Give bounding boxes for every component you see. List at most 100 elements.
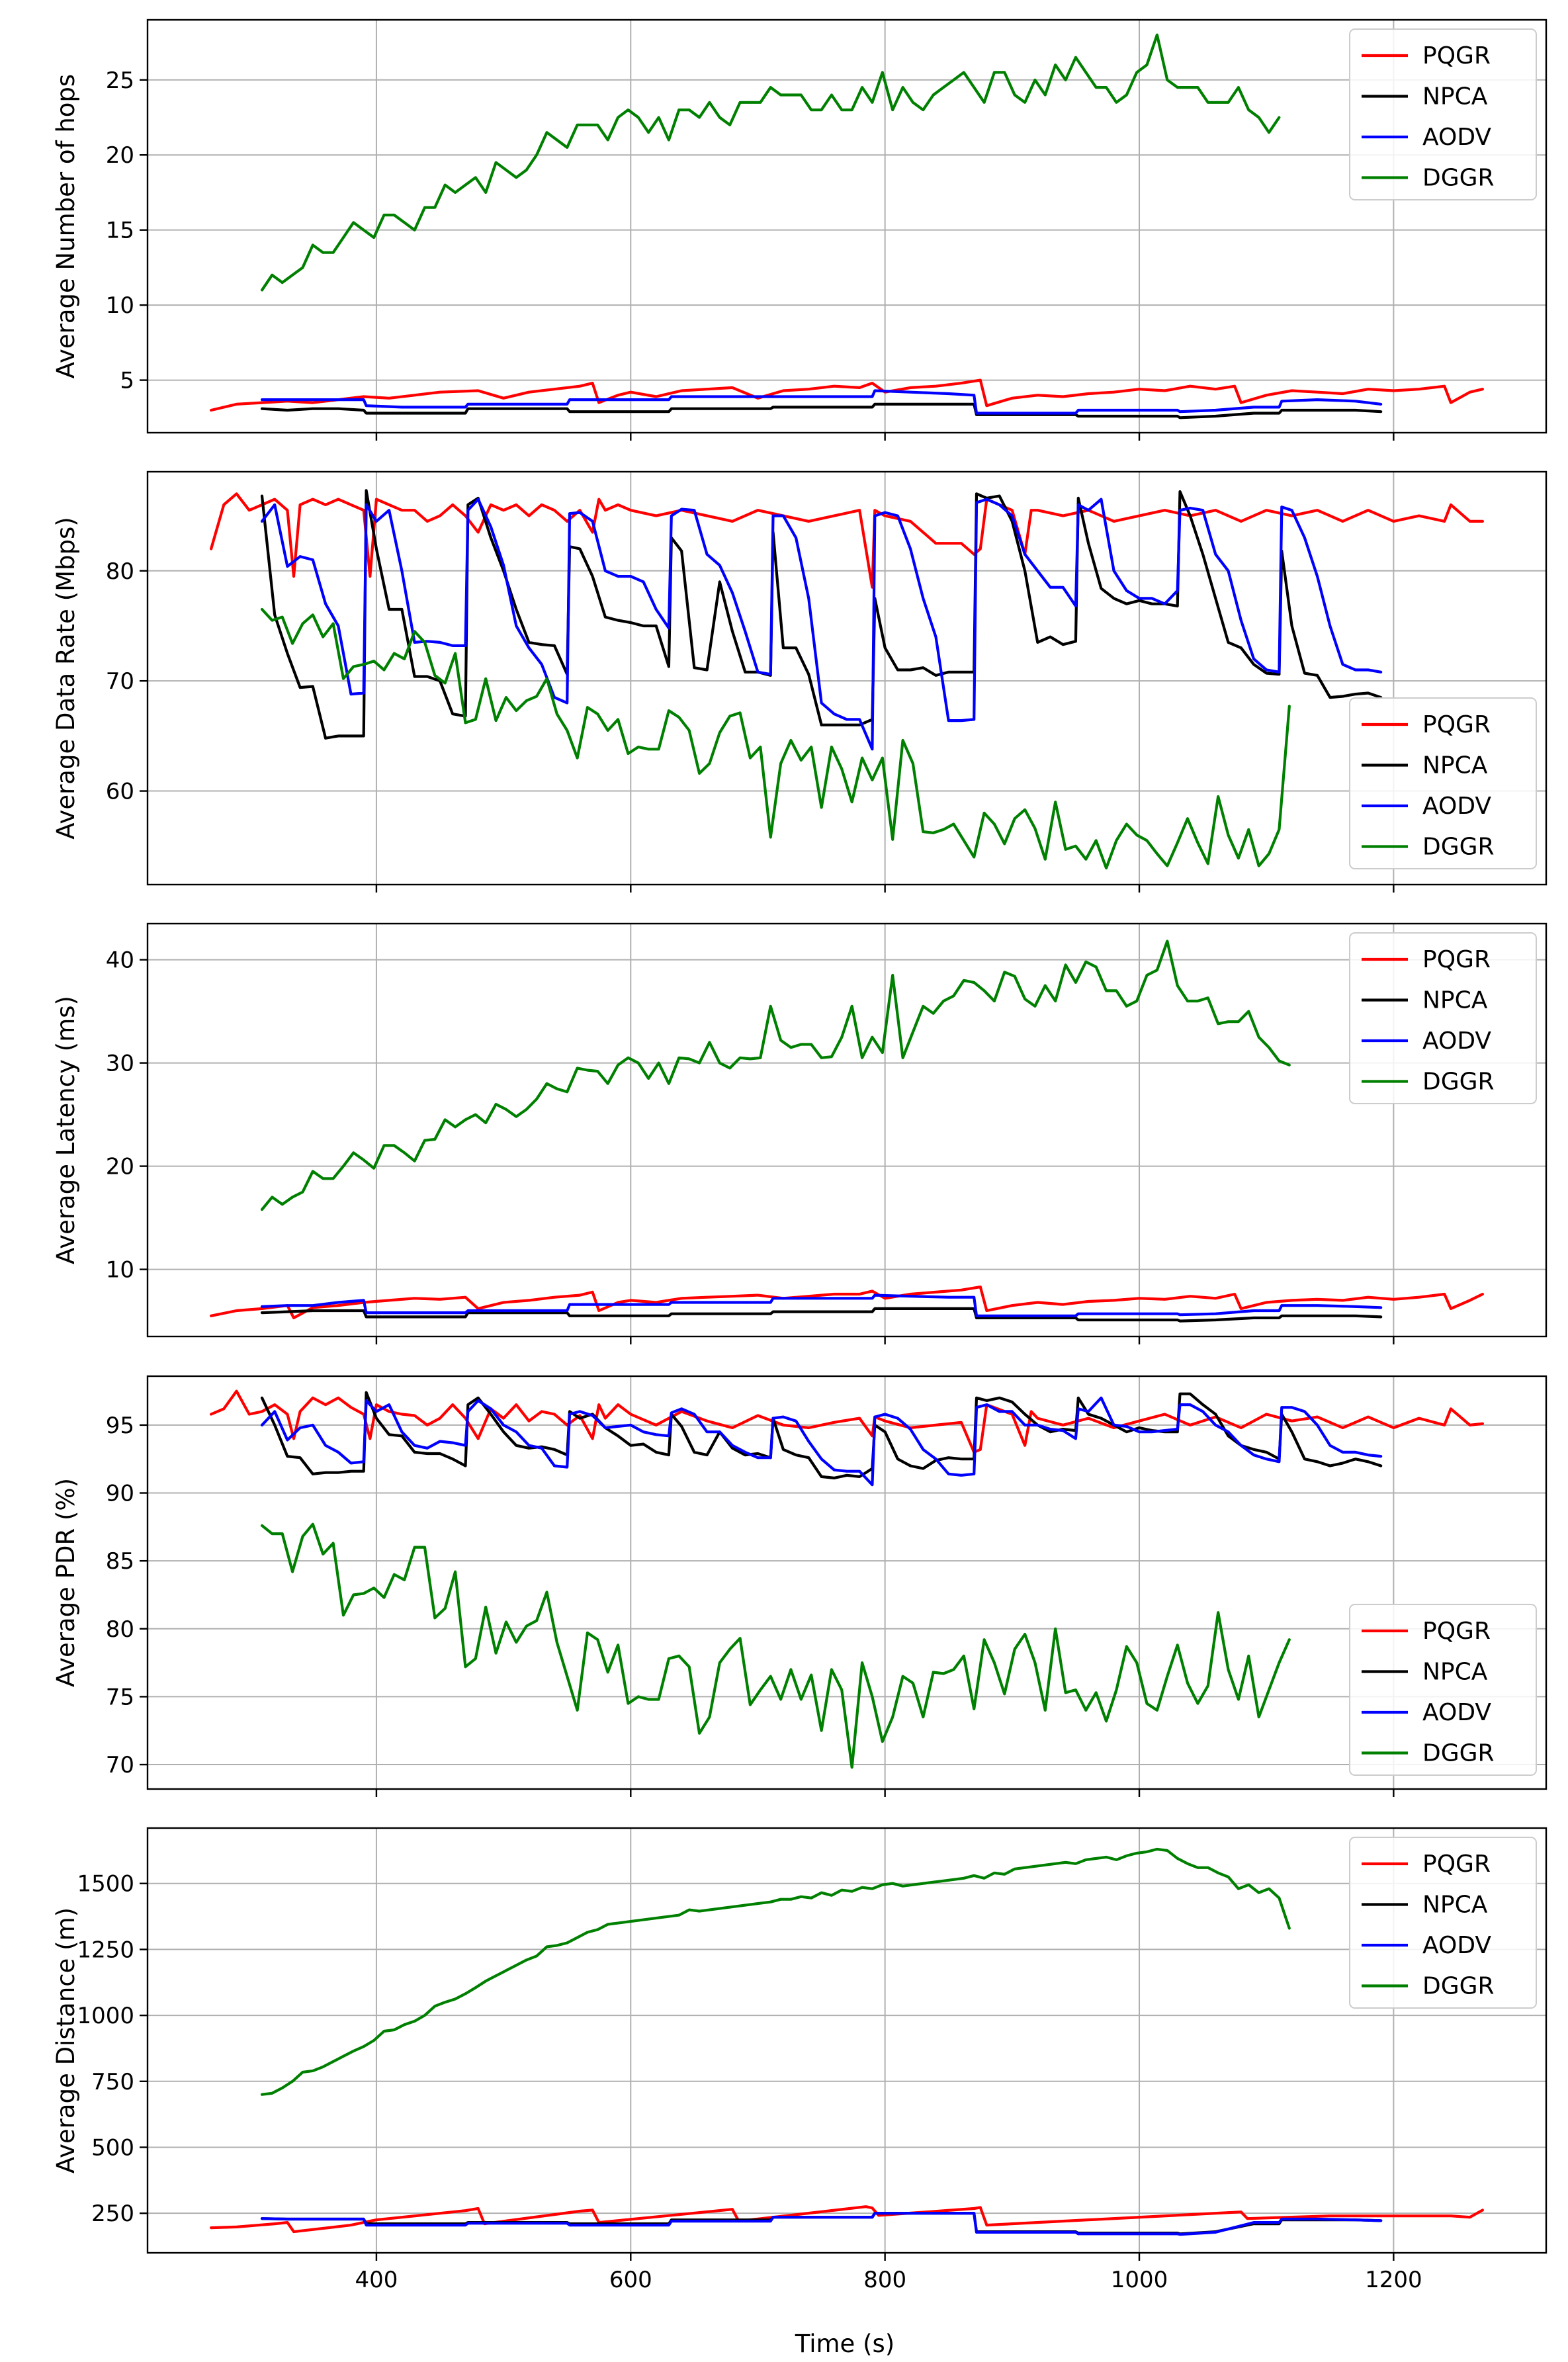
- legend-label-dggr: DGGR: [1422, 1973, 1495, 2000]
- series-line-aodv: [260, 498, 1383, 751]
- legend-box: [1349, 1837, 1537, 2009]
- series-line-aodv: [260, 1293, 1383, 1317]
- panels: 5 10 15 20 25 Average Number of hops PQGR NPCA A…: [52, 19, 1547, 2293]
- legend-label-pqgr: PQGR: [1422, 1618, 1491, 1645]
- legend-label-npca: NPCA: [1422, 1892, 1488, 1919]
- legend-label-pqgr: PQGR: [1422, 946, 1491, 973]
- series-line-aodv: [260, 1396, 1383, 1487]
- shared-x-axis-label: Time (s): [795, 2330, 894, 2358]
- series-group: [210, 1389, 1484, 1769]
- y-axis-label: Average Number of hops: [52, 74, 80, 378]
- y-axis-label: Average Latency (ms): [52, 996, 80, 1264]
- grid: [148, 20, 1546, 433]
- legend-label-dggr: DGGR: [1422, 1740, 1495, 1767]
- series-line-dggr: [260, 940, 1291, 1211]
- y-axis-label: Average Distance (m): [52, 1907, 80, 2173]
- legend: PQGR NPCA AODV DGGR: [1349, 28, 1537, 200]
- panel-1: 5 10 15 20 25 Average Number of hops PQGR NPCA A…: [52, 19, 1547, 441]
- y-axis-label: Average Data Rate (Mbps): [52, 517, 80, 839]
- y-tick-label: 70: [106, 668, 134, 695]
- legend-label-npca: NPCA: [1422, 752, 1488, 779]
- legend-label-dggr: DGGR: [1422, 1069, 1495, 1096]
- series-line-aodv: [260, 389, 1383, 415]
- x-tick-label: 400: [355, 2267, 398, 2293]
- legend-label-dggr: DGGR: [1422, 834, 1495, 861]
- panel-3: 10 20 30 40 Average Latency (ms) PQGR NPCA AODV…: [52, 922, 1547, 1344]
- y-tick-label: 80: [106, 558, 134, 585]
- axes-frame: [146, 1375, 1547, 1790]
- y-tick-label: 10: [106, 1257, 134, 1284]
- x-tick-label: 600: [609, 2267, 652, 2293]
- legend: PQGR NPCA AODV DGGR: [1349, 697, 1537, 869]
- x-tick-label: 800: [863, 2267, 906, 2293]
- series-line-dggr: [260, 1847, 1291, 2096]
- legend-label-aodv: AODV: [1422, 1699, 1491, 1726]
- grid: [148, 924, 1546, 1336]
- y-tick-label: 70: [106, 1752, 134, 1778]
- legend-label-aodv: AODV: [1422, 124, 1491, 151]
- legend-label-npca: NPCA: [1422, 83, 1488, 110]
- y-tick-label: 10: [106, 292, 134, 319]
- series-line-pqgr: [210, 378, 1484, 412]
- axes-frame: [146, 19, 1547, 434]
- legend-label-npca: NPCA: [1422, 1659, 1488, 1686]
- legend-label-dggr: DGGR: [1422, 165, 1495, 192]
- y-tick-label: 15: [106, 218, 134, 244]
- legend-label-pqgr: PQGR: [1422, 1851, 1491, 1878]
- axes-frame: [146, 922, 1547, 1338]
- legend-label-pqgr: PQGR: [1422, 711, 1491, 738]
- legend-label-aodv: AODV: [1422, 793, 1491, 820]
- legend: PQGR NPCA AODV DGGR: [1349, 1604, 1537, 1776]
- legend-box: [1349, 932, 1537, 1104]
- legend: PQGR NPCA AODV DGGR: [1349, 1837, 1537, 2009]
- x-tick-label: 1000: [1111, 2267, 1168, 2293]
- y-tick-label: 750: [91, 2069, 134, 2095]
- y-tick-label: 25: [106, 67, 134, 94]
- y-tick-label: 90: [106, 1481, 134, 1507]
- legend-label-aodv: AODV: [1422, 1932, 1491, 1959]
- series-line-npca: [260, 402, 1383, 419]
- y-tick-label: 500: [91, 2134, 134, 2161]
- y-tick-label: 85: [106, 1548, 134, 1575]
- y-tick-label: 5: [120, 368, 134, 394]
- y-tick-label: 30: [106, 1051, 134, 1077]
- x-tick-label: 1200: [1365, 2267, 1422, 2293]
- series-line-dggr: [260, 1522, 1291, 1769]
- series-group: [210, 1847, 1484, 2236]
- legend-box: [1349, 1604, 1537, 1776]
- series-line-npca: [260, 1391, 1383, 1479]
- series-line-pqgr: [210, 2205, 1484, 2234]
- series-group: [210, 940, 1484, 1323]
- panel-2: 60 70 80 Average Data Rate (Mbps) PQGR NPCA AO…: [52, 470, 1547, 893]
- y-axis-label: Average PDR (%): [52, 1478, 80, 1687]
- y-tick-label: 1250: [77, 1937, 134, 1963]
- series-line-pqgr: [210, 1285, 1484, 1320]
- series-line-dggr: [260, 607, 1291, 870]
- legend-label-npca: NPCA: [1422, 987, 1488, 1014]
- series-group: [210, 489, 1484, 870]
- legend: PQGR NPCA AODV DGGR: [1349, 932, 1537, 1104]
- y-tick-label: 95: [106, 1413, 134, 1439]
- y-tick-label: 80: [106, 1616, 134, 1643]
- axes-frame: [146, 1827, 1547, 2254]
- y-tick-label: 250: [91, 2201, 134, 2227]
- axes-frame: [146, 470, 1547, 886]
- legend-box: [1349, 697, 1537, 869]
- y-tick-label: 75: [106, 1684, 134, 1710]
- y-tick-label: 1000: [77, 2003, 134, 2029]
- y-tick-label: 40: [106, 947, 134, 974]
- y-tick-label: 20: [106, 142, 134, 169]
- legend-label-aodv: AODV: [1422, 1028, 1491, 1055]
- panel-5: 400 600 800 1000 1200 250 500 750 1000 1250 1500 Av…: [52, 1827, 1547, 2293]
- legend-box: [1349, 28, 1537, 200]
- y-tick-label: 20: [106, 1154, 134, 1180]
- series-line-aodv: [260, 2212, 1383, 2236]
- y-tick-label: 60: [106, 779, 134, 805]
- series-line-dggr: [260, 33, 1281, 292]
- series-line-npca: [260, 1307, 1383, 1323]
- y-tick-label: 1500: [77, 1871, 134, 1898]
- panel-4: 70 75 80 85 90 95 Average PDR (%) PQGR NPCA AODV D…: [52, 1375, 1547, 1797]
